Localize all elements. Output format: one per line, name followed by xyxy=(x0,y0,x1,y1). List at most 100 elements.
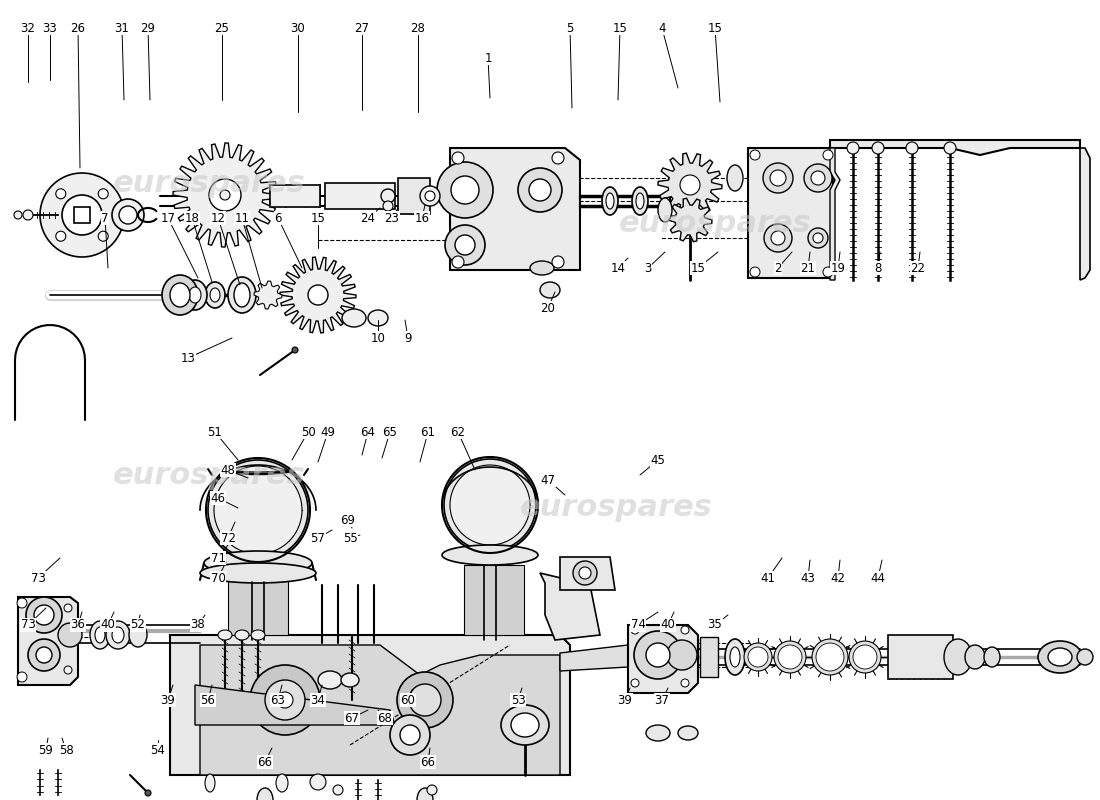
Bar xyxy=(748,148,833,278)
Ellipse shape xyxy=(205,774,214,792)
Circle shape xyxy=(680,175,700,195)
Text: 73: 73 xyxy=(31,571,45,585)
Ellipse shape xyxy=(257,788,273,800)
Ellipse shape xyxy=(183,280,207,310)
Polygon shape xyxy=(450,148,580,270)
Text: 8: 8 xyxy=(874,262,882,274)
Text: 27: 27 xyxy=(354,22,370,34)
Polygon shape xyxy=(1080,148,1090,280)
Circle shape xyxy=(28,639,60,671)
Circle shape xyxy=(764,224,792,252)
Ellipse shape xyxy=(602,187,618,215)
Ellipse shape xyxy=(342,309,366,327)
Circle shape xyxy=(823,267,833,277)
Circle shape xyxy=(813,233,823,243)
Circle shape xyxy=(778,645,802,669)
Circle shape xyxy=(58,623,82,647)
Bar xyxy=(398,178,430,214)
Text: 18: 18 xyxy=(185,211,199,225)
Circle shape xyxy=(774,641,806,673)
Ellipse shape xyxy=(276,774,288,792)
Text: 15: 15 xyxy=(707,22,723,34)
Ellipse shape xyxy=(725,639,745,675)
Circle shape xyxy=(770,170,786,186)
Text: 66: 66 xyxy=(420,755,436,769)
Circle shape xyxy=(214,466,302,554)
Text: 24: 24 xyxy=(361,211,375,225)
Circle shape xyxy=(26,597,62,633)
Ellipse shape xyxy=(112,627,124,643)
Circle shape xyxy=(56,231,66,242)
Circle shape xyxy=(308,285,328,305)
Ellipse shape xyxy=(310,774,326,790)
Text: eurospares: eurospares xyxy=(618,210,812,238)
Text: 15: 15 xyxy=(691,262,705,274)
Circle shape xyxy=(56,189,66,198)
Circle shape xyxy=(906,142,918,154)
Ellipse shape xyxy=(500,705,549,745)
Circle shape xyxy=(579,567,591,579)
Ellipse shape xyxy=(170,283,190,307)
Text: 35: 35 xyxy=(707,618,723,631)
Circle shape xyxy=(823,150,833,160)
Circle shape xyxy=(220,190,230,200)
Polygon shape xyxy=(228,580,288,635)
Circle shape xyxy=(62,195,102,235)
Ellipse shape xyxy=(205,282,225,308)
Ellipse shape xyxy=(95,627,104,643)
Text: 20: 20 xyxy=(540,302,556,314)
Text: 25: 25 xyxy=(214,22,230,34)
Circle shape xyxy=(444,459,536,551)
Ellipse shape xyxy=(417,788,433,800)
Text: 39: 39 xyxy=(617,694,632,706)
Circle shape xyxy=(119,206,138,224)
Ellipse shape xyxy=(727,165,742,191)
Circle shape xyxy=(64,666,72,674)
Text: 14: 14 xyxy=(610,262,626,274)
Circle shape xyxy=(631,626,639,634)
Text: 31: 31 xyxy=(114,22,130,34)
Ellipse shape xyxy=(658,198,672,222)
Ellipse shape xyxy=(218,630,232,640)
Text: 44: 44 xyxy=(870,571,886,585)
Ellipse shape xyxy=(368,310,388,326)
Ellipse shape xyxy=(210,288,220,302)
Ellipse shape xyxy=(234,283,250,307)
Polygon shape xyxy=(173,143,277,247)
Circle shape xyxy=(98,189,108,198)
Circle shape xyxy=(634,631,682,679)
Ellipse shape xyxy=(129,623,147,647)
Text: 36: 36 xyxy=(70,618,86,631)
Text: 12: 12 xyxy=(210,211,225,225)
Circle shape xyxy=(16,598,28,608)
Polygon shape xyxy=(560,645,628,671)
Text: 2: 2 xyxy=(774,262,782,274)
Circle shape xyxy=(812,639,848,675)
Ellipse shape xyxy=(678,726,698,740)
Text: 65: 65 xyxy=(383,426,397,438)
Text: 70: 70 xyxy=(210,571,225,585)
Text: 57: 57 xyxy=(310,531,326,545)
Text: 47: 47 xyxy=(540,474,556,486)
Circle shape xyxy=(750,150,760,160)
Text: 28: 28 xyxy=(410,22,426,34)
Bar xyxy=(324,183,395,209)
Text: 68: 68 xyxy=(377,711,393,725)
Text: 43: 43 xyxy=(801,571,815,585)
Text: 52: 52 xyxy=(131,618,145,631)
Circle shape xyxy=(23,210,33,220)
Circle shape xyxy=(667,640,697,670)
Circle shape xyxy=(552,152,564,164)
Text: 59: 59 xyxy=(39,743,54,757)
Text: 71: 71 xyxy=(210,551,225,565)
Text: 21: 21 xyxy=(801,262,815,274)
Circle shape xyxy=(409,684,441,716)
Text: eurospares: eurospares xyxy=(112,170,306,198)
Circle shape xyxy=(750,267,760,277)
Text: 34: 34 xyxy=(310,694,326,706)
Ellipse shape xyxy=(162,275,198,315)
Text: 9: 9 xyxy=(405,331,411,345)
Ellipse shape xyxy=(636,193,644,209)
Polygon shape xyxy=(195,685,395,725)
Bar xyxy=(270,185,320,207)
